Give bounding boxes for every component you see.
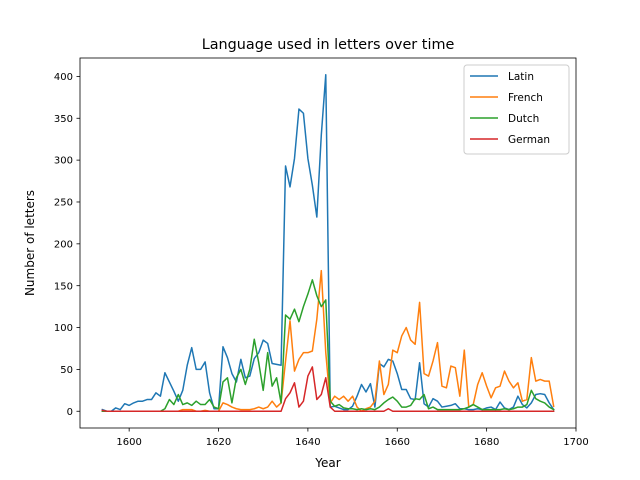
series-line-dutch [101,279,555,413]
x-tick-label: 1640 [295,437,320,448]
y-tick-label: 200 [54,239,73,250]
legend-label-french: French [508,92,543,104]
y-tick-label: 150 [54,281,73,292]
x-axis-label: Year [314,456,340,470]
axes-layer: 1600 1620 1640 1660 1680 1700 0 50 100 150 200 250 3… [54,57,589,448]
y-tick-label: 300 [54,156,73,167]
legend-label-dutch: Dutch [508,113,539,125]
series-line-latin [101,73,555,413]
y-tick-label: 100 [54,323,73,334]
series-layer [101,73,555,413]
axes-frame [79,57,577,429]
y-tick-label: 250 [54,198,73,209]
y-tick-label: 0 [67,407,73,418]
x-tick-label: 1660 [385,437,410,448]
series-line-german [101,366,555,413]
x-tick-label: 1600 [116,437,141,448]
y-axis-label: Number of letters [23,190,37,296]
y-tick-label: 50 [60,365,73,376]
y-tick-label: 350 [54,114,73,125]
x-tick-label: 1700 [563,437,588,448]
legend-label-latin: Latin [508,71,534,83]
x-tick-label: 1620 [206,437,231,448]
legend-box [463,64,570,155]
y-tick-label: 400 [54,72,73,83]
legend-label-german: German [508,134,550,146]
chart-title: Language used in letters over time [202,37,455,53]
legend: Latin French Dutch German [463,64,570,155]
x-tick-label: 1680 [474,437,499,448]
